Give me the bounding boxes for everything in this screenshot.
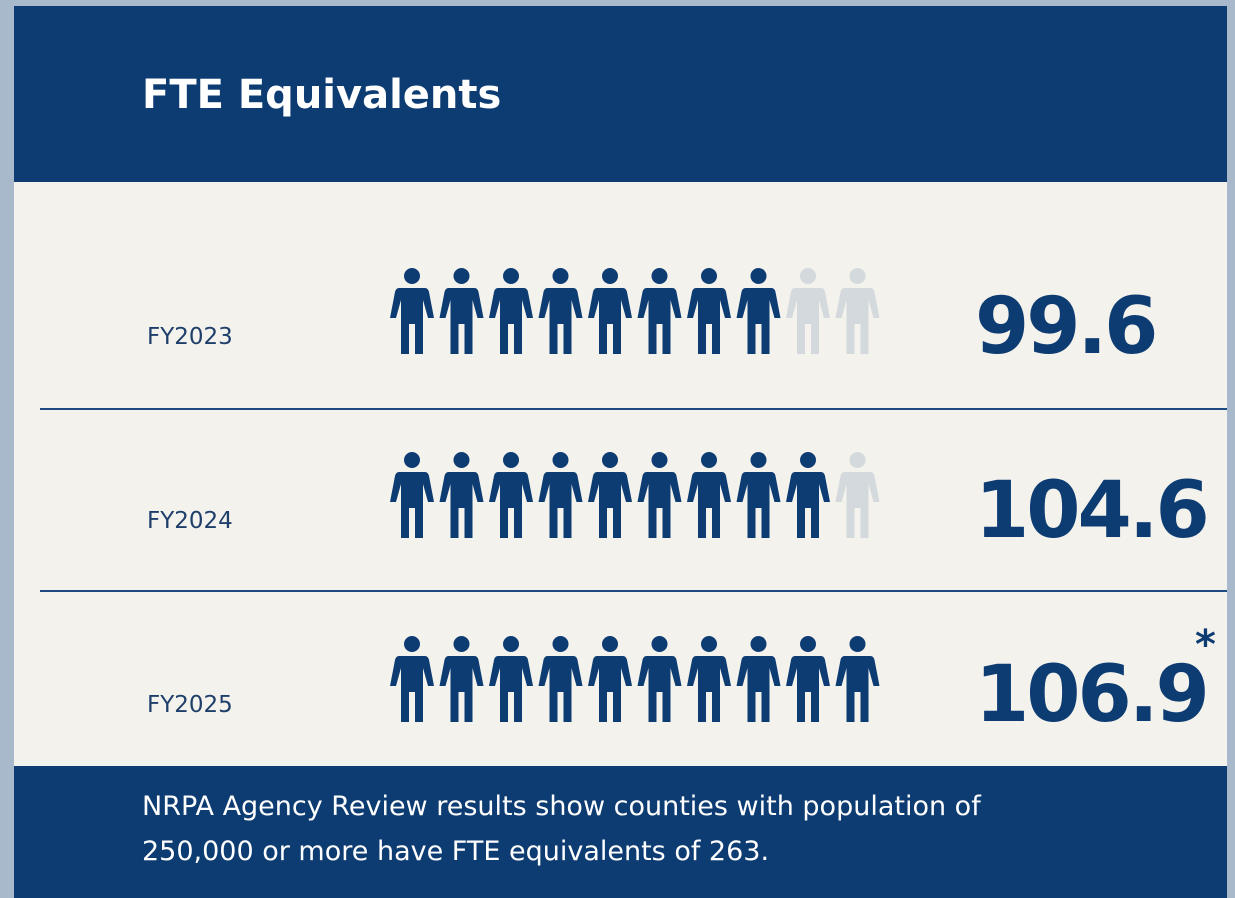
- footer-band: [14, 766, 1227, 898]
- row-value: 104.6: [975, 466, 1207, 556]
- row-label: FY2024: [147, 508, 233, 534]
- footer-line: NRPA Agency Review results show counties…: [142, 791, 982, 822]
- footer-line: 250,000 or more have FTE equivalents of …: [142, 836, 769, 867]
- row-label: FY2025: [147, 692, 233, 718]
- rows: FY2023 99.6 FY2024 104.6 FY2025 106.9*: [147, 268, 1216, 740]
- row-value: 99.6: [975, 282, 1155, 372]
- header-band: [14, 6, 1227, 182]
- note-mark: *: [1195, 622, 1216, 668]
- row-value: 106.9: [975, 650, 1207, 740]
- row-label: FY2023: [147, 324, 233, 350]
- title: FTE Equivalents: [142, 72, 501, 118]
